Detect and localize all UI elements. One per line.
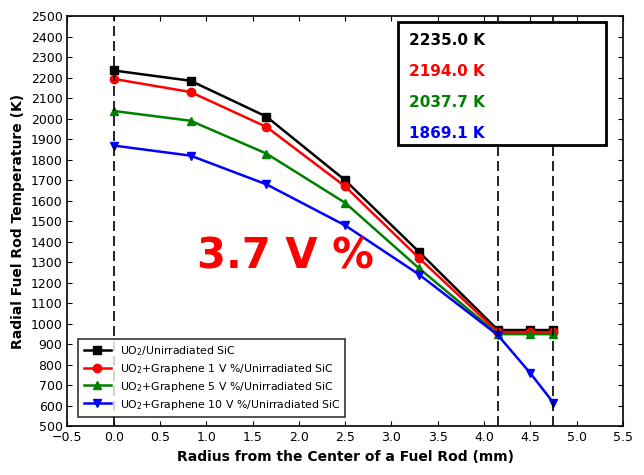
Y-axis label: Radial Fuel Rod Temperature (K): Radial Fuel Rod Temperature (K) <box>11 94 25 349</box>
X-axis label: Radius from the Center of a Fuel Rod (mm): Radius from the Center of a Fuel Rod (mm… <box>176 450 514 464</box>
Text: 1869.1 K: 1869.1 K <box>409 125 485 141</box>
Text: 2235.0 K: 2235.0 K <box>409 33 485 48</box>
Text: 2194.0 K: 2194.0 K <box>409 64 485 79</box>
Text: 3.7 V %: 3.7 V % <box>197 235 374 277</box>
FancyBboxPatch shape <box>398 22 606 145</box>
Text: 2037.7 K: 2037.7 K <box>409 95 485 110</box>
Legend: UO$_2$/Unirradiated SiC, UO$_2$+Graphene 1 V %/Unirradiated SiC, UO$_2$+Graphene: UO$_2$/Unirradiated SiC, UO$_2$+Graphene… <box>79 339 345 417</box>
